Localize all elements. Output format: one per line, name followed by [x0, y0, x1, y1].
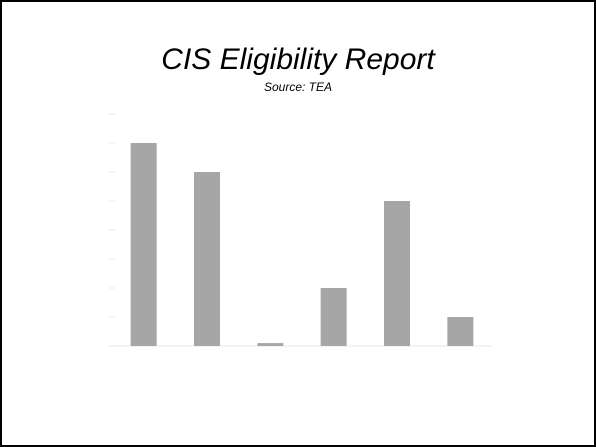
slide-subtitle: Source: TEA: [263, 80, 333, 94]
slide-title: CIS Eligibility Report: [161, 43, 435, 76]
bar: [194, 172, 220, 346]
bar: [257, 343, 284, 346]
bar: [320, 288, 347, 346]
bar: [130, 143, 157, 346]
bar: [384, 201, 410, 346]
bar: [447, 317, 474, 346]
